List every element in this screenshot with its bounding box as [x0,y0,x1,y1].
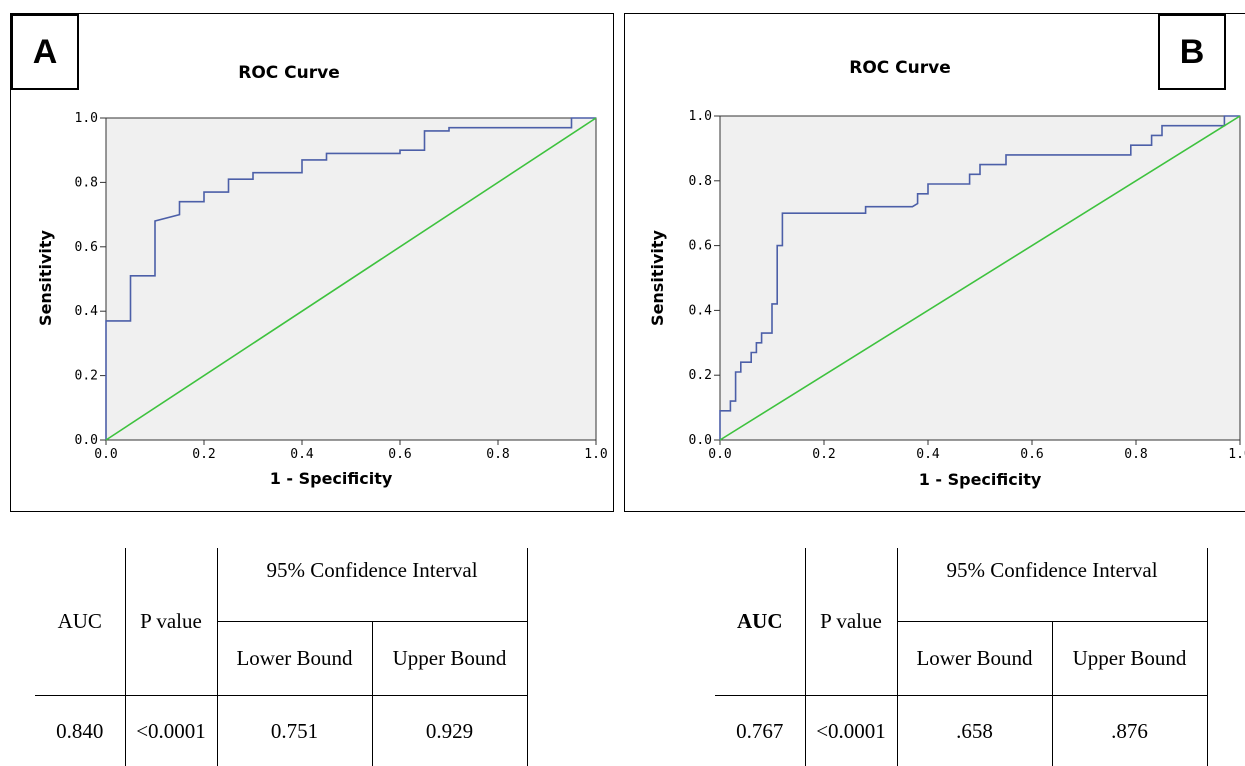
y-tick-label: 0.4 [75,304,99,319]
lower-bound-header: Lower Bound [217,622,372,696]
auc-value: 0.840 [35,696,125,766]
auc-value: 0.767 [715,696,805,766]
y-tick-label: 0.2 [75,369,98,384]
lower-bound-header: Lower Bound [897,622,1052,696]
auc-header: AUC [715,548,805,696]
auc-header: AUC [35,548,125,696]
x-tick-label: 0.4 [290,447,314,462]
auc-table-a: AUC P value 95% Confidence Interval Lowe… [35,548,528,766]
panel-label-b: B [1158,14,1226,90]
y-tick-label: 0.0 [689,433,712,448]
x-tick-label: 0.6 [1020,447,1043,462]
x-tick-label: 1.0 [584,447,607,462]
upper-bound-header: Upper Bound [372,622,527,696]
y-axis-label: Sensitivity [36,229,55,325]
x-tick-label: 0.0 [708,447,731,462]
lower-bound-value: .658 [897,696,1052,766]
y-tick-label: 0.2 [689,368,712,383]
x-axis-label: 1 - Specificity [270,469,393,488]
lower-bound-value: 0.751 [217,696,372,766]
x-axis-label: 1 - Specificity [919,470,1042,489]
ci-header: 95% Confidence Interval [217,548,527,622]
y-tick-label: 0.6 [75,240,98,255]
chart-title: ROC Curve [238,63,340,83]
roc-panel-a: ROC Curve 0.0 0.2 0.4 0.6 0.8 1.0 0.0 0.2 0.4 0.6 0… [10,13,614,512]
ci-header: 95% Confidence Interval [897,548,1207,622]
roc-panel-b: ROC Curve 0.0 0.2 0.4 0.6 0.8 1.0 0.0 0.2 0.4 0.6 0… [624,13,1245,512]
x-tick-label: 0.4 [916,447,940,462]
chart-title: ROC Curve [849,58,951,78]
y-tick-label: 0.4 [689,303,713,318]
roc-chart-b: ROC Curve 0.0 0.2 0.4 0.6 0.8 1.0 0.0 0.2 0.4 0.6 0… [625,14,1245,513]
p-value-header: P value [125,548,217,696]
x-tick-label: 0.6 [388,447,411,462]
y-tick-label: 0.8 [689,174,712,189]
auc-table-b: AUC P value 95% Confidence Interval Lowe… [715,548,1208,766]
y-tick-label: 0.0 [75,433,98,448]
x-tick-label: 0.2 [812,447,835,462]
x-tick-label: 0.8 [486,447,509,462]
x-tick-label: 0.0 [94,447,117,462]
upper-bound-value: 0.929 [372,696,527,766]
panel-label-a: A [11,14,79,90]
y-tick-label: 0.8 [75,175,98,190]
y-tick-label: 1.0 [75,111,98,126]
x-tick-label: 0.8 [1124,447,1147,462]
p-value-header: P value [805,548,897,696]
roc-chart-a: ROC Curve 0.0 0.2 0.4 0.6 0.8 1.0 0.0 0.2 0.4 0.6 0… [11,14,615,513]
y-tick-label: 1.0 [689,109,712,124]
upper-bound-value: .876 [1052,696,1207,766]
x-tick-label: 1.0 [1228,447,1245,462]
y-axis-label: Sensitivity [648,229,667,325]
upper-bound-header: Upper Bound [1052,622,1207,696]
p-value: <0.0001 [125,696,217,766]
x-tick-label: 0.2 [192,447,215,462]
y-tick-label: 0.6 [689,239,712,254]
p-value: <0.0001 [805,696,897,766]
